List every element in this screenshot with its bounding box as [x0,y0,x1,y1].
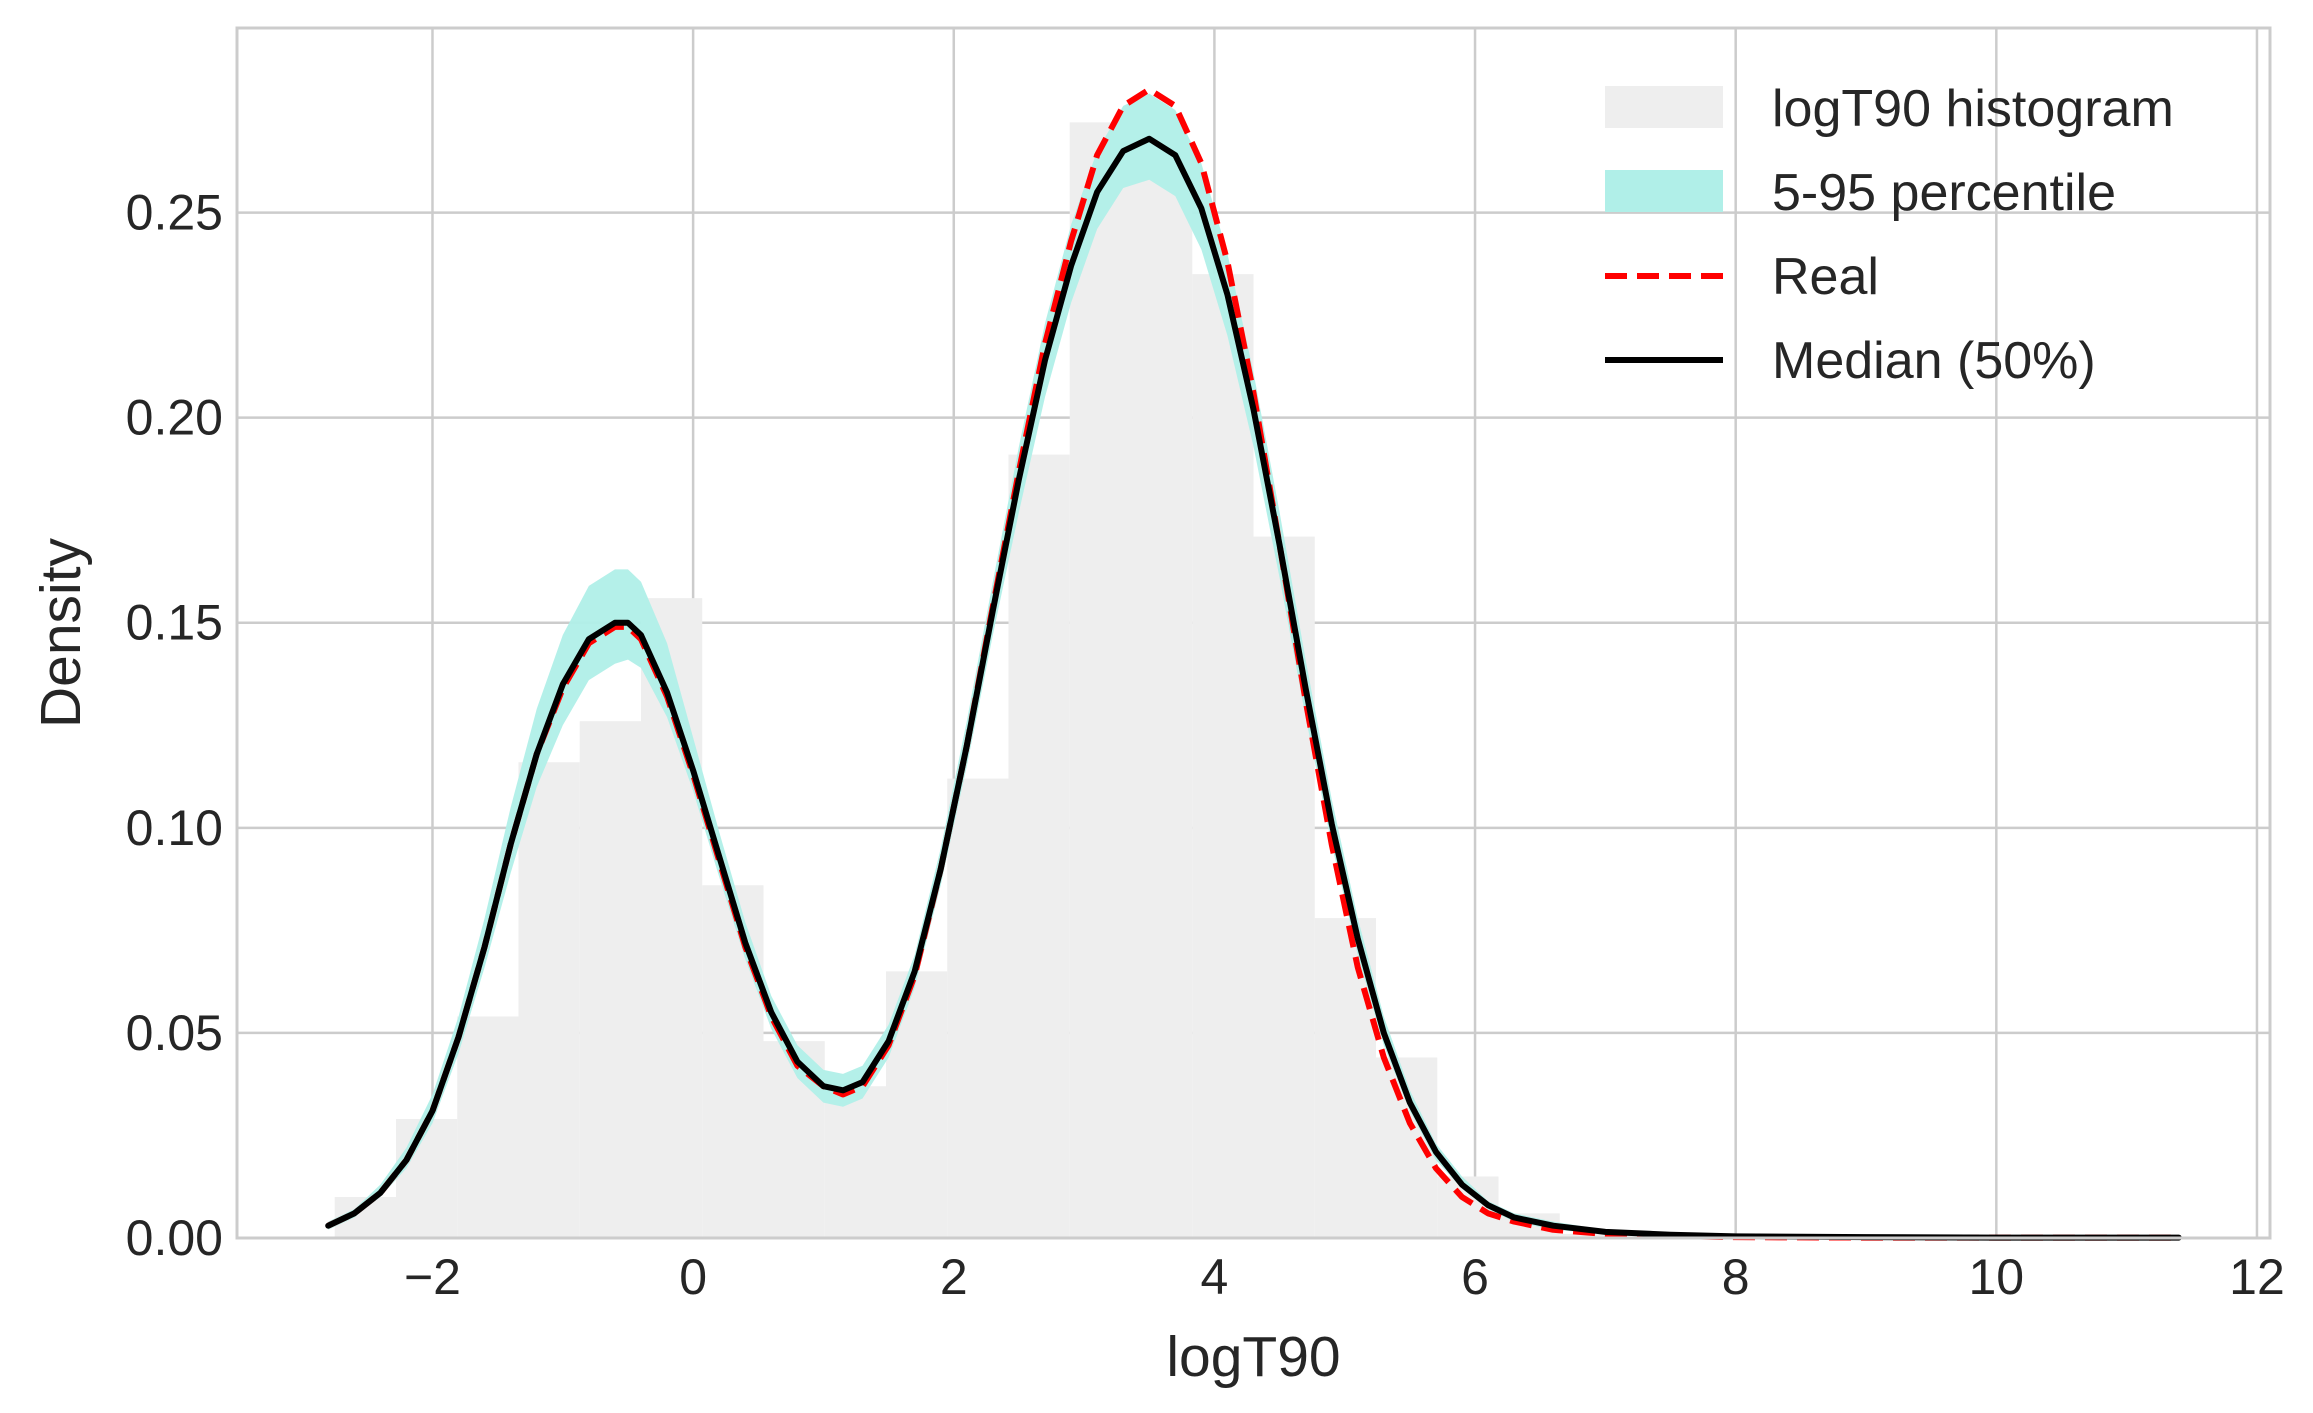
median-density-line [325,135,2182,1241]
y-tick-label: 0.15 [126,595,223,651]
histogram-bar [1008,454,1070,1238]
x-tick-label: 12 [2229,1249,2285,1305]
legend-swatch-histogram [1605,86,1723,128]
histogram-bar [457,1016,519,1238]
x-tick-label: 8 [1722,1249,1750,1305]
legend-swatch-band [1605,170,1723,212]
x-tick-label: 10 [1969,1249,2025,1305]
histogram-bar [395,1119,458,1238]
histogram-bar [1559,1233,1622,1238]
legend-label-histogram: logT90 histogram [1772,80,2174,138]
density-lines [325,86,2182,1241]
legend-label-median: Median (50%) [1772,332,2096,390]
histogram-bar [702,885,764,1238]
x-tick-label: −2 [404,1249,461,1305]
histogram-bar [947,778,1009,1238]
y-axis-label: Density [29,537,93,728]
x-axis-label: logT90 [1166,1325,1340,1389]
histogram-bar [1192,274,1254,1238]
histogram-bar [1253,536,1315,1238]
legend-label-real: Real [1772,248,1879,306]
y-tick-label: 0.10 [126,800,223,856]
plot-frame [235,26,2272,1240]
histogram-bars [334,122,1622,1238]
legend-label-band: 5-95 percentile [1772,164,2116,222]
histogram-bar [1130,146,1193,1238]
histogram-bar [579,721,641,1238]
y-tick-label: 0.00 [126,1210,223,1266]
y-tick-label: 0.25 [126,185,223,241]
y-tick-label: 0.05 [126,1005,223,1061]
histogram-bar [518,762,580,1238]
y-tick-label: 0.20 [126,390,223,446]
axis-ticks: −2 0 2 4 6 8 10 12 0.00 0.05 0.10 0.15 0.20 0.25 [126,185,2285,1305]
x-tick-label: 4 [1200,1249,1228,1305]
x-tick-label: 0 [679,1249,707,1305]
histogram-bar [824,1086,886,1238]
x-tick-label: 6 [1461,1249,1489,1305]
legend: logT90 histogram 5-95 percentile Real Me… [1605,80,2174,390]
histogram-bar [1069,122,1131,1238]
x-tick-label: 2 [940,1249,968,1305]
